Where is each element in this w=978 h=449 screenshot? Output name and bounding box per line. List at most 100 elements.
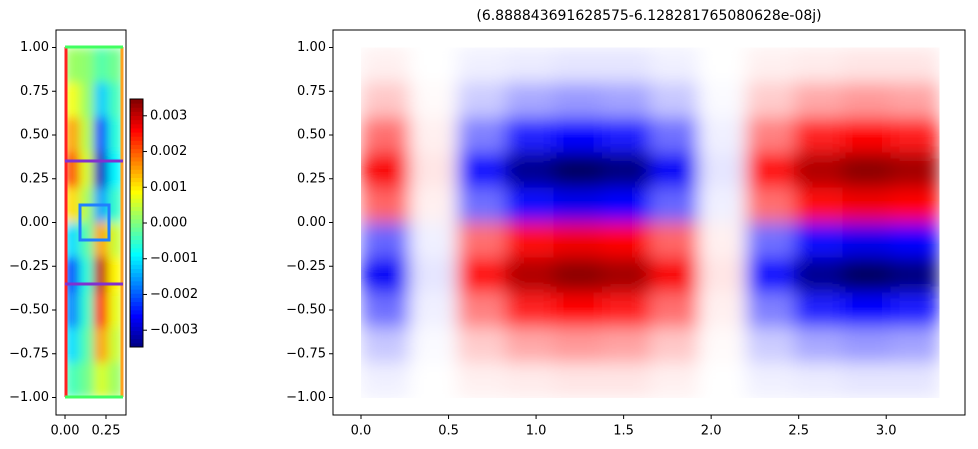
heatmap-cell (108, 222, 123, 258)
chart-title: (6.888843691628575-6.128281765080628e-08… (476, 8, 821, 24)
colorbar-tick-label: −0.003 (150, 323, 198, 338)
colorbar-segment (130, 103, 143, 108)
colorbar-segment (130, 198, 143, 203)
colorbar-segment (130, 247, 143, 253)
heatmap-cell (842, 327, 892, 363)
heatmap-cell (65, 222, 80, 258)
heatmap-cell (457, 222, 506, 258)
heatmap-cell (746, 327, 795, 363)
heatmap-cell (601, 292, 651, 328)
heatmap-cell (409, 362, 458, 398)
heatmap-cell (505, 257, 555, 293)
heatmap-cell (93, 82, 109, 118)
heatmap-cell (601, 222, 651, 258)
heatmap-cell (842, 257, 892, 293)
heatmap (65, 47, 123, 398)
colorbar-segment (130, 123, 143, 129)
heatmap-cell (601, 117, 651, 153)
colorbar-segment (130, 136, 143, 141)
heatmap-cell (890, 82, 940, 118)
heatmap-cell (890, 152, 940, 188)
colorbar-segment (130, 251, 143, 257)
heatmap-cell (79, 152, 95, 188)
y-tick-label: 0.75 (20, 84, 49, 99)
colorbar-segment (130, 289, 143, 294)
heatmap-cell (505, 327, 555, 363)
y-tick-label: 0.50 (20, 128, 49, 143)
heatmap-cell (842, 222, 892, 258)
colorbar-segment (130, 119, 143, 125)
colorbar-segment (130, 169, 143, 174)
heatmap-cell (108, 187, 123, 223)
heatmap (361, 47, 940, 398)
heatmap-cell (794, 292, 843, 328)
heatmap-cell (409, 257, 458, 293)
heatmap-cell (601, 47, 651, 83)
heatmap-cell (601, 152, 651, 188)
heatmap-cell (553, 327, 603, 363)
heatmap-cell (505, 187, 555, 223)
heatmap-cell (698, 47, 747, 83)
colorbar-segment (130, 256, 143, 261)
heatmap-cell (746, 257, 795, 293)
heatmap-cell (890, 327, 940, 363)
heatmap-cell (79, 362, 95, 398)
x-tick-label: 0.00 (51, 424, 80, 439)
heatmap-cell (79, 82, 95, 118)
y-tick-label: −0.50 (286, 303, 326, 318)
heatmap-cell (361, 222, 410, 258)
heatmap-cell (746, 222, 795, 258)
heatmap-cell (890, 362, 940, 398)
y-tick-label: 0.25 (20, 171, 49, 186)
inner-square (78, 203, 111, 242)
heatmap-cell (553, 362, 603, 398)
heatmap-cell (457, 82, 506, 118)
heatmap-cell (601, 327, 651, 363)
heatmap-cell (698, 292, 747, 328)
y-tick-label: −1.00 (9, 390, 49, 405)
heatmap-cell (65, 82, 80, 118)
heatmap-cell (505, 152, 555, 188)
heatmap-cell (108, 47, 123, 83)
heatmap-cell (361, 257, 410, 293)
colorbar-segment (130, 309, 143, 315)
heatmap-cell (649, 292, 699, 328)
colorbar-segment (130, 285, 143, 290)
heatmap-cell (553, 292, 603, 328)
colorbar-segment (130, 214, 143, 220)
heatmap-cell (409, 117, 458, 153)
heatmap-cell (361, 292, 410, 328)
x-tick-label: 2.5 (788, 424, 809, 439)
colorbar-segment (130, 177, 143, 183)
heatmap-cell (842, 117, 892, 153)
y-tick-label: −0.25 (286, 259, 326, 274)
heatmap-cell (698, 222, 747, 258)
heatmap-cell (746, 292, 795, 328)
heatmap-cell (457, 292, 506, 328)
heatmap-cell (842, 292, 892, 328)
x-tick-label: 0.5 (438, 424, 459, 439)
heatmap-cell (553, 187, 603, 223)
x-tick-label: 3.0 (876, 424, 897, 439)
heatmap-cell (457, 257, 506, 293)
heatmap-cell (65, 47, 80, 83)
heatmap-cell (457, 327, 506, 363)
heatmap-cell (698, 82, 747, 118)
heatmap-cell (842, 82, 892, 118)
heatmap-cell (505, 362, 555, 398)
heatmap-cell (79, 327, 95, 363)
heatmap-cell (409, 47, 458, 83)
heatmap-cell (890, 222, 940, 258)
colorbar-segment (130, 326, 143, 331)
heatmap-cell (409, 82, 458, 118)
heatmap-cell (649, 47, 699, 83)
heatmap-cell (649, 117, 699, 153)
heatmap-cell (108, 82, 123, 118)
colorbar-segment (130, 330, 143, 336)
x-tick-label: 0.0 (351, 424, 372, 439)
geometry-overlay (64, 45, 124, 399)
heatmap-cell (601, 362, 651, 398)
colorbar-tick-label: −0.002 (150, 287, 198, 302)
colorbar-tick-label: 0.002 (150, 144, 187, 159)
heatmap-cell (794, 327, 843, 363)
